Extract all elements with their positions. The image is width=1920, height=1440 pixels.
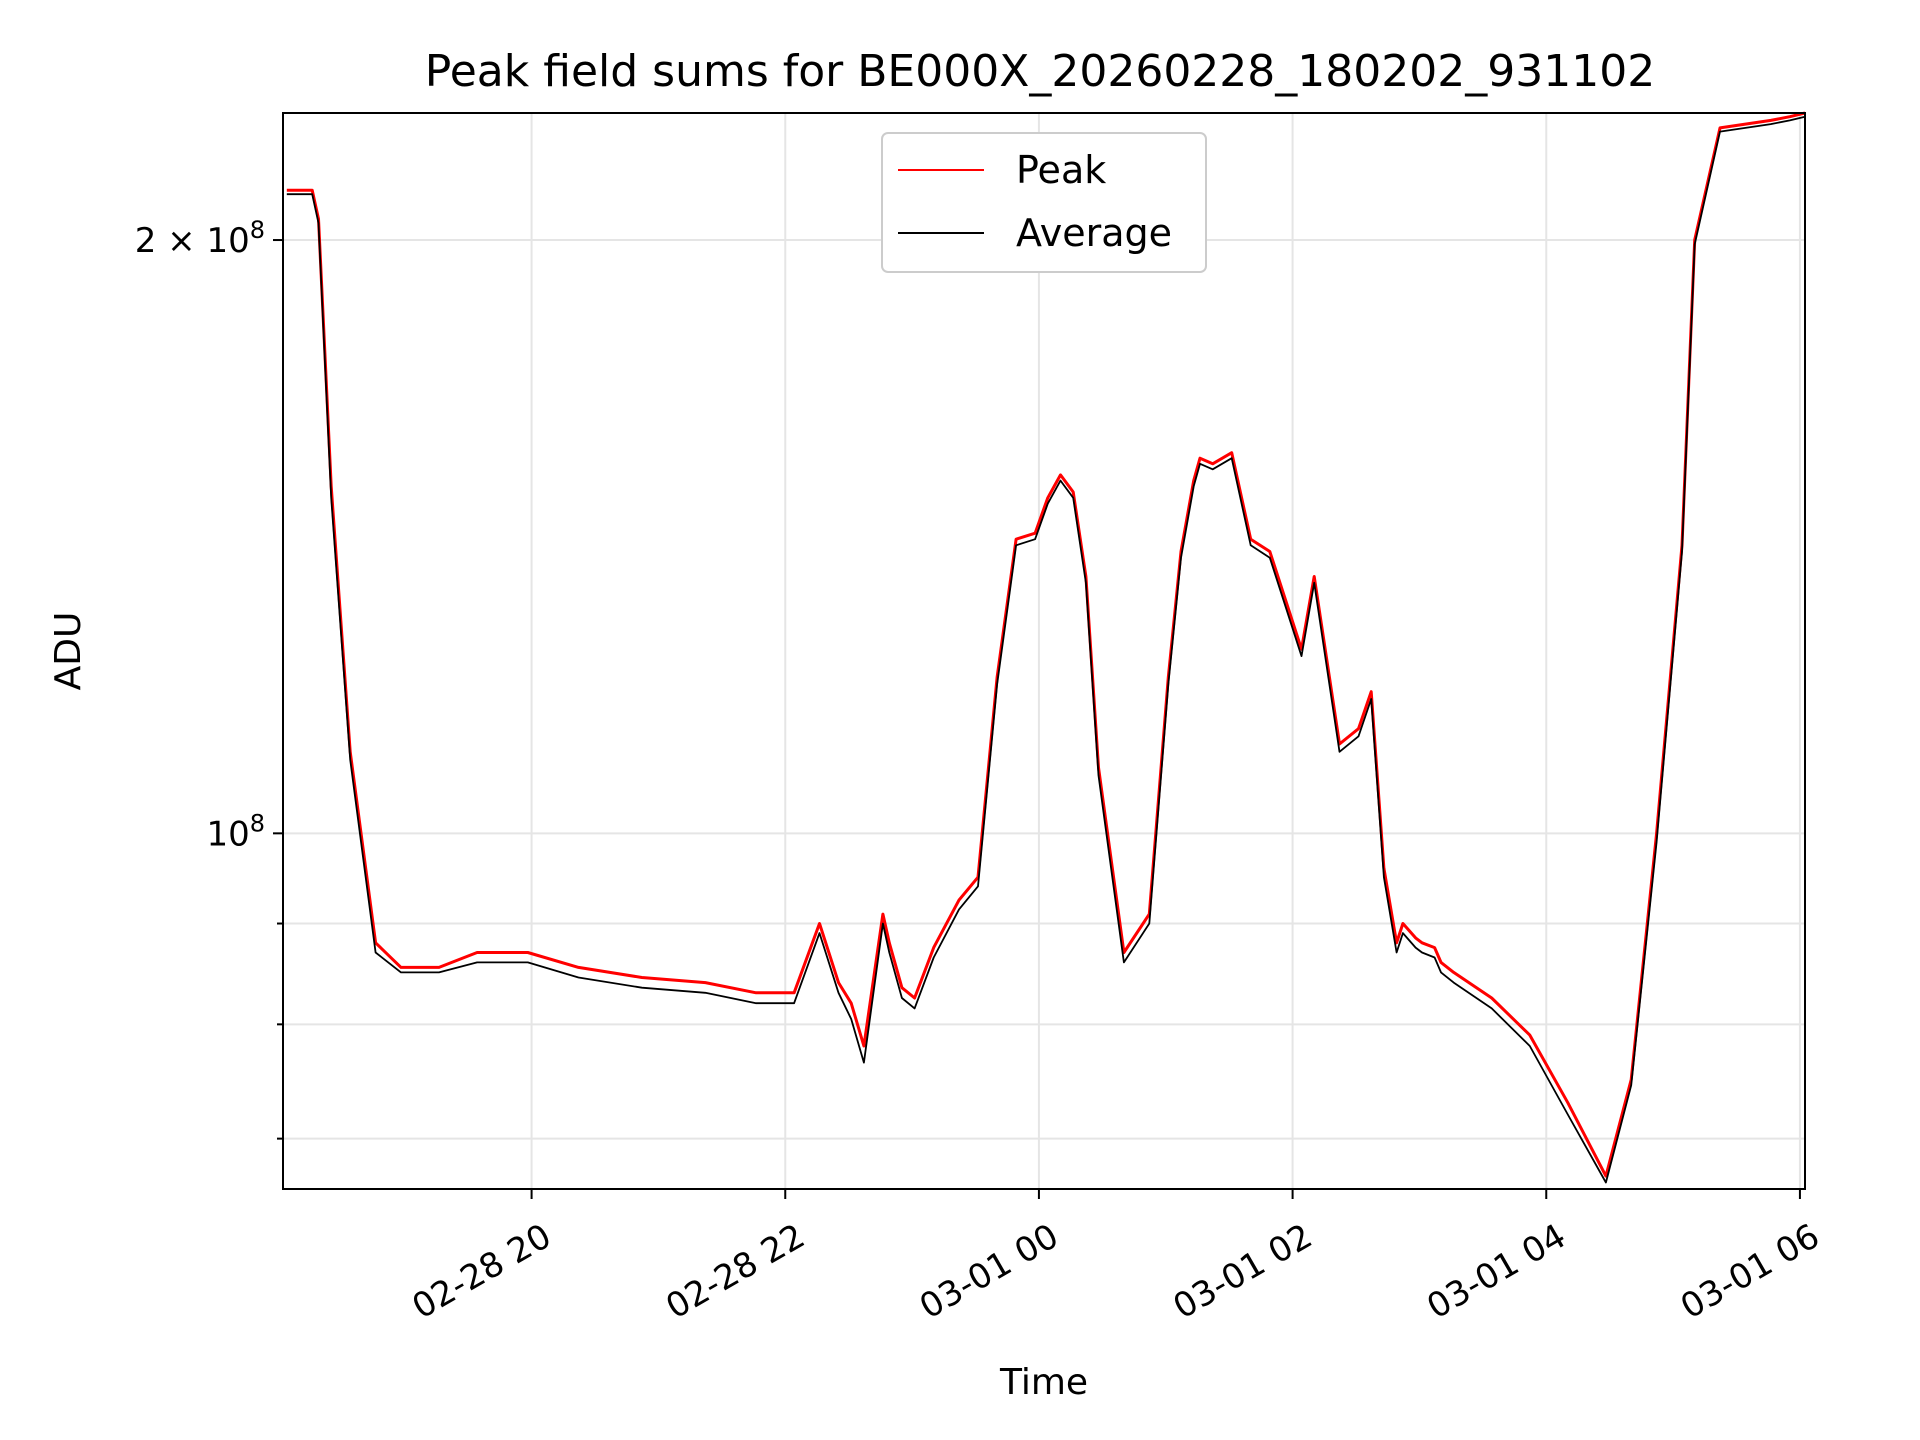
legend-average-label: Average	[1016, 211, 1172, 255]
y-axis-label: ADU	[48, 612, 89, 691]
grid	[283, 113, 1805, 1189]
y-tick-label: 108	[206, 809, 265, 854]
chart-title: Peak field sums for BE000X_20260228_1802…	[425, 46, 1655, 97]
legend-box	[881, 132, 1207, 273]
series-line-average	[286, 115, 1806, 1184]
legend-peak-label: Peak	[1016, 148, 1106, 192]
series-layer	[286, 111, 1806, 1184]
plot-area-frame	[282, 112, 1806, 1190]
y-tick-label: 2 × 108	[135, 216, 265, 261]
legend: Peak Average	[881, 132, 1207, 273]
x-axis-label: Time	[999, 1362, 1088, 1403]
series-line-peak	[286, 111, 1806, 1178]
